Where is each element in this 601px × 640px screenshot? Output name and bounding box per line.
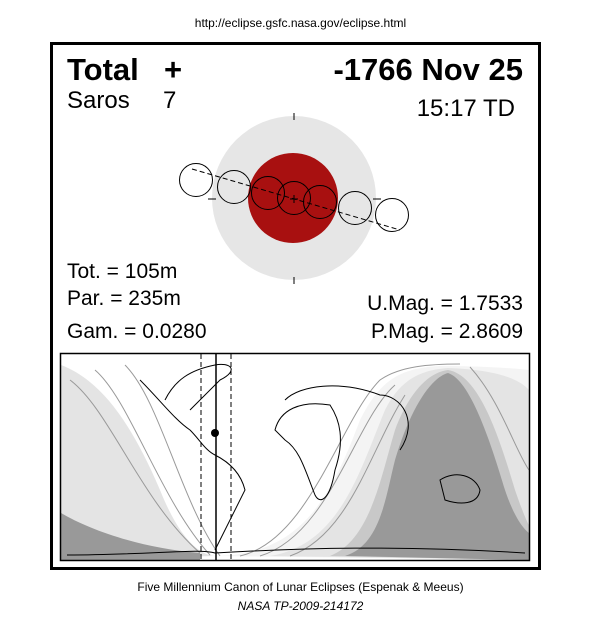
moon-position — [338, 191, 372, 225]
footer-citation: Five Millennium Canon of Lunar Eclipses … — [137, 580, 464, 594]
sub-lunar-point — [211, 429, 219, 437]
no-visibility-left — [61, 513, 200, 560]
coastlines — [66, 363, 526, 556]
penumbral-magnitude: P.Mag. = 2.8609 — [371, 320, 523, 343]
moon-path — [191, 168, 401, 231]
footer-publication: NASA TP-2009-214172 — [237, 599, 364, 613]
eclipse-time: 15:17 TD — [416, 95, 515, 122]
moon-position — [277, 181, 311, 215]
no-visibility-right — [345, 373, 529, 560]
moon-position — [179, 163, 213, 197]
eclipse-type: Total — [67, 52, 139, 87]
moon-position — [375, 198, 409, 232]
eclipse-panel — [50, 42, 541, 570]
saros-number: 7 — [163, 87, 177, 114]
shadow-diagram — [179, 113, 409, 284]
umbra — [248, 153, 338, 243]
moon-position — [217, 170, 251, 204]
eclipse-date: -1766 Nov 25 — [333, 52, 523, 87]
source-url: http://eclipse.gsfc.nasa.gov/eclipse.htm… — [194, 16, 407, 30]
moon-position — [303, 185, 337, 219]
total-duration: Tot. = 105m — [67, 260, 178, 283]
eclipse-type-symbol: + — [164, 52, 183, 87]
saros-label: Saros — [67, 87, 130, 114]
umbral-magnitude: U.Mag. = 1.7533 — [367, 292, 523, 315]
moon-position — [251, 176, 285, 210]
partial-duration: Par. = 235m — [67, 287, 181, 310]
visibility-map — [59, 352, 531, 562]
gamma: Gam. = 0.0280 — [67, 320, 207, 343]
